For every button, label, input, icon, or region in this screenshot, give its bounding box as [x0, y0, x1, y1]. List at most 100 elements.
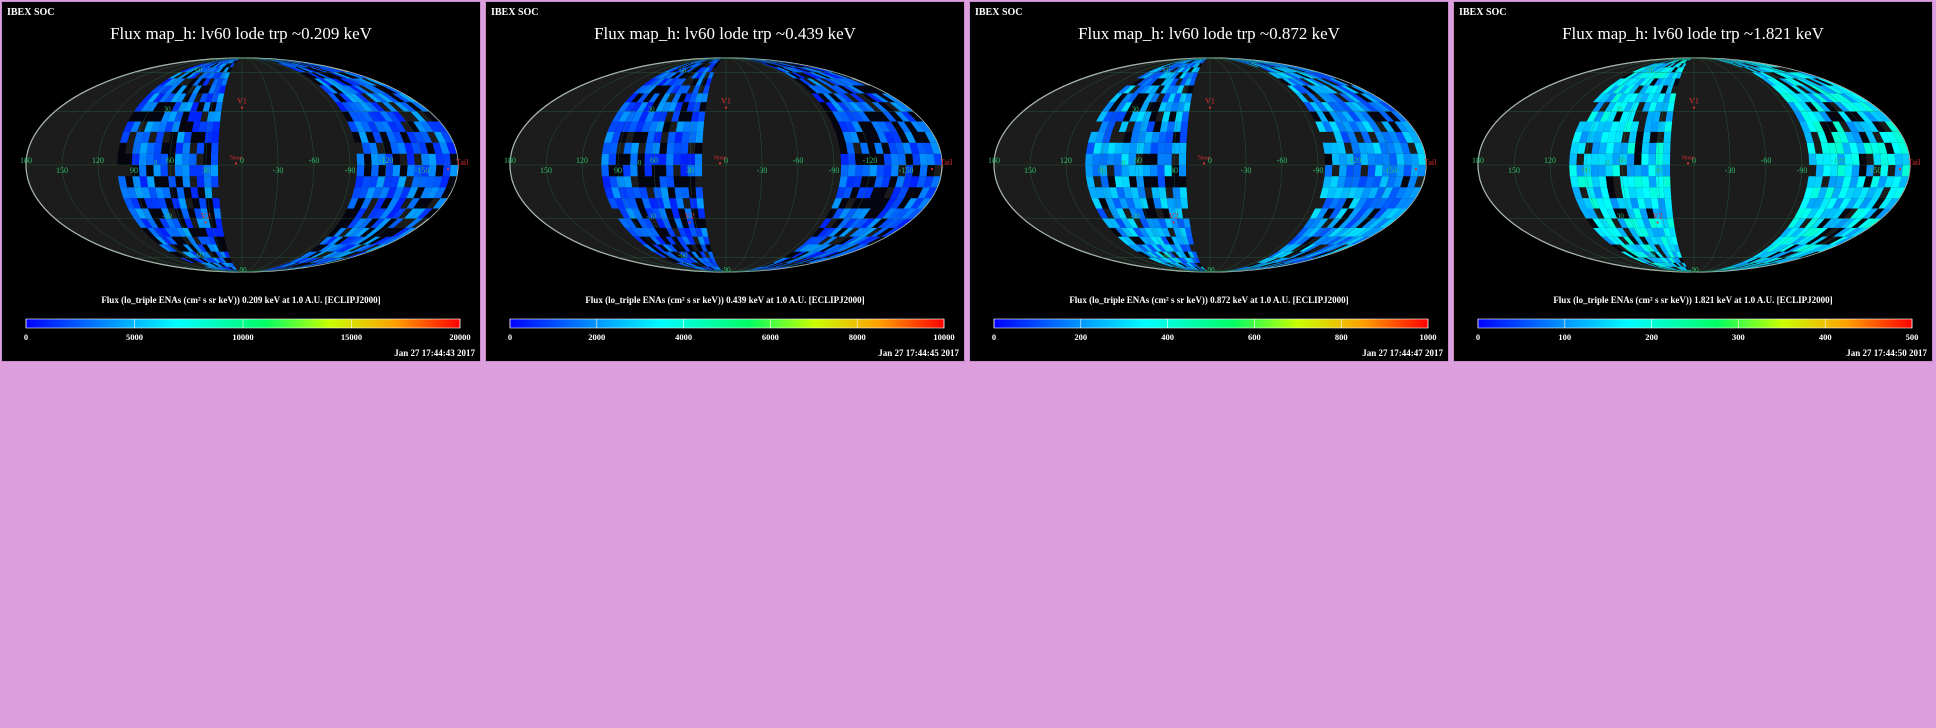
flux-cell: [1660, 85, 1669, 94]
flux-cell: [1745, 63, 1765, 68]
flux-cell: [1292, 72, 1312, 79]
flux-cell: [686, 218, 695, 228]
flux-cell: [790, 72, 807, 79]
flux-cell: [1267, 72, 1282, 79]
colorbar-tick-label: 200: [1074, 332, 1087, 342]
flux-cell: [888, 176, 898, 188]
flux-cell: [435, 165, 444, 177]
flux-cell: [1778, 78, 1796, 86]
flux-cell: [1635, 187, 1644, 199]
flux-cell: [1267, 262, 1290, 267]
flux-cell: [183, 102, 194, 112]
colorbar-tick-label: 600: [1248, 332, 1261, 342]
flux-cell: [1755, 251, 1771, 258]
flux-cell: [354, 176, 364, 188]
flux-cell: [327, 93, 341, 103]
flux-cell: [1316, 236, 1334, 245]
flux-cell: [751, 266, 766, 270]
flux-cell: [1139, 102, 1150, 112]
flux-cell: [1833, 93, 1852, 103]
flux-cell: [226, 257, 233, 263]
flux-cell: [165, 236, 178, 245]
flux-cell: [1655, 266, 1670, 270]
flux-cell: [1654, 251, 1664, 258]
flux-cell: [1167, 93, 1177, 103]
flux-cell: [1657, 262, 1669, 267]
flux-cell: [1359, 208, 1375, 219]
flux-cell: [661, 102, 672, 112]
flux-cell: [133, 218, 147, 228]
marker-dot: [1208, 106, 1212, 109]
flux-cell: [695, 244, 704, 252]
flux-cell: [1326, 218, 1341, 228]
flux-cell: [665, 72, 678, 79]
flux-cell: [346, 218, 361, 228]
flux-cell: [1675, 60, 1683, 64]
flux-cell: [1159, 198, 1169, 209]
flux-cell: [1619, 208, 1630, 219]
flux-cell: [1307, 78, 1326, 86]
longitude-label: -60: [1761, 156, 1772, 165]
flux-cell: [1812, 244, 1834, 252]
flux-cell: [1178, 227, 1187, 237]
flux-cell: [1320, 244, 1341, 252]
flux-cell: [432, 198, 448, 209]
flux-cell: [1169, 244, 1179, 252]
flux-cell: [1311, 85, 1328, 94]
flux-cell: [1165, 67, 1177, 73]
flux-cell: [1639, 227, 1650, 237]
flux-cell: [392, 187, 404, 199]
flux-cell: [1133, 85, 1146, 94]
flux-cell: [1322, 111, 1335, 122]
flux-cell: [1187, 257, 1195, 263]
flux-cell: [674, 67, 687, 73]
flux-cell: [713, 63, 719, 68]
flux-cell: [836, 85, 855, 94]
flux-cell: [644, 236, 657, 245]
flux-cell: [1627, 176, 1636, 188]
flux-cell: [148, 187, 158, 199]
flux-cell: [1093, 142, 1102, 154]
flux-cell: [413, 121, 427, 132]
flux-cell: [644, 208, 656, 219]
flux-cell: [1180, 266, 1192, 270]
marker-dot: [1172, 221, 1175, 224]
flux-cell: [910, 187, 924, 199]
flux-cell: [1579, 131, 1589, 143]
flux-cell: [1734, 266, 1757, 270]
flux-cell: [397, 227, 417, 237]
flux-cell: [1683, 269, 1690, 272]
latitude-label: 60: [1163, 66, 1171, 74]
flux-cell: [1384, 111, 1401, 122]
flux-cell: [1675, 262, 1683, 267]
flux-cell: [360, 121, 373, 132]
flux-cell: [1845, 218, 1863, 228]
flux-cell: [1178, 60, 1190, 64]
flux-cell: [1294, 244, 1312, 252]
flux-cell: [1109, 208, 1121, 219]
flux-cell: [1178, 93, 1187, 103]
flux-cell: [660, 187, 669, 199]
flux-cell: [435, 153, 444, 165]
flux-cell: [1381, 198, 1395, 209]
flux-cell: [917, 131, 931, 143]
flux-cell: [1142, 208, 1152, 219]
flux-cell: [304, 262, 327, 267]
flux-cell: [225, 60, 233, 64]
flux-cell: [673, 176, 682, 188]
flux-cell: [235, 269, 240, 272]
flux-cell: [1180, 257, 1189, 263]
marker-label: Tail: [1908, 158, 1921, 167]
flux-cell: [186, 236, 197, 245]
flux-cell: [1338, 218, 1354, 228]
flux-cell: [1155, 227, 1166, 237]
flux-cell: [318, 244, 334, 252]
flux-cell: [778, 257, 795, 263]
flux-cell: [193, 227, 203, 237]
flux-cell: [297, 257, 314, 263]
flux-cell: [1386, 142, 1397, 154]
flux-cell: [1374, 165, 1383, 177]
flux-cell: [1191, 269, 1202, 272]
flux-cell: [174, 208, 184, 219]
longitude-label: 90: [1582, 166, 1590, 175]
